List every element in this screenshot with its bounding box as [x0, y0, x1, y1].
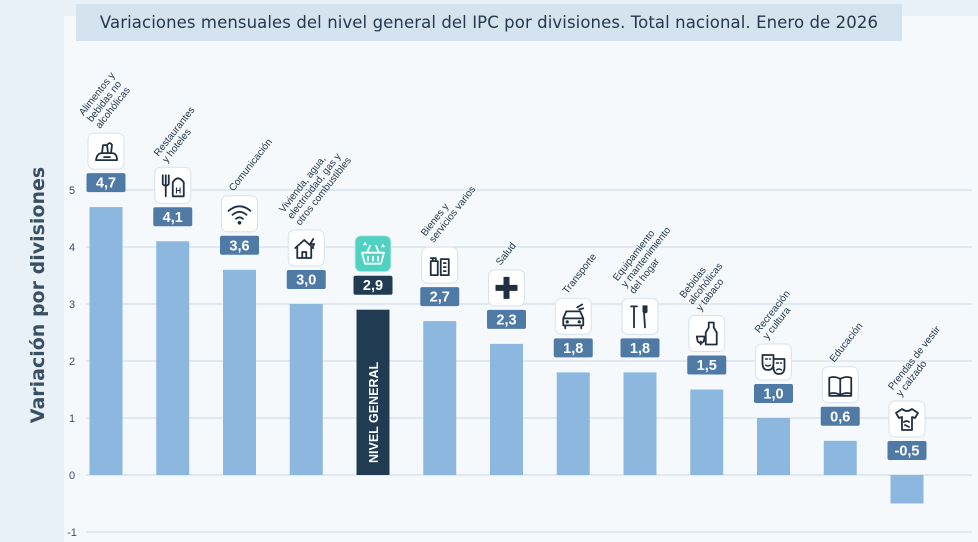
- category-icons: H: [87, 132, 926, 438]
- theater-masks-icon: [755, 343, 792, 381]
- value-label-box: [620, 338, 660, 358]
- category-label-line: Comunicación: [227, 137, 275, 194]
- category-label-line: Transporte: [561, 251, 599, 296]
- bar: [490, 343, 523, 475]
- value-label-box: [553, 338, 593, 358]
- value-label: 3,6: [229, 238, 249, 254]
- bar: [223, 269, 256, 475]
- y-tick-label: 1: [69, 413, 75, 425]
- bar: [156, 241, 190, 475]
- bar: [423, 321, 457, 475]
- category-label: Educación: [828, 321, 865, 365]
- y-axis-ticks: 5 4 3 2 1 0 -1: [67, 185, 77, 539]
- value-labels: 4,7 4,1 3,6 3,0 2,9 NIVEL GENERAL 2,7 2,3 1,8 1,8…: [86, 173, 927, 463]
- category-label: Comunicación: [227, 137, 275, 194]
- value-label-box: [820, 406, 860, 426]
- y-tick-label: 0: [69, 470, 75, 482]
- chart-title-bar: Variaciones mensuales del nivel general …: [76, 4, 902, 41]
- chart-title: Variaciones mensuales del nivel general …: [99, 13, 879, 32]
- value-label-box: [153, 207, 193, 227]
- value-label: 1,5: [697, 358, 717, 374]
- basket-icon: [354, 235, 392, 273]
- value-label-box: [353, 275, 393, 295]
- book-icon: [821, 366, 859, 404]
- value-label: 4,7: [96, 176, 116, 192]
- category-label: Vivienda, agua,electricidad, gas yotros …: [277, 152, 354, 228]
- value-label: 2,3: [496, 312, 516, 328]
- health-cross-icon: [488, 269, 525, 307]
- category-label-line: Salud: [494, 241, 518, 268]
- grocery-icon: [87, 132, 125, 170]
- bar: [356, 309, 390, 475]
- bar: [556, 372, 590, 475]
- y-tick-label: 3: [69, 299, 75, 311]
- y-tick-label: 2: [69, 356, 75, 368]
- y-tick-label: 4: [69, 242, 75, 254]
- value-label: 1,8: [563, 341, 583, 357]
- value-label-box: [687, 355, 727, 375]
- value-label: 1,0: [763, 387, 783, 403]
- house-utilities-icon: [287, 229, 325, 267]
- bars: [89, 207, 924, 504]
- toiletries-icon: [421, 246, 459, 284]
- value-label: 1,8: [630, 341, 650, 357]
- value-label: 0,6: [830, 409, 850, 425]
- bar: [89, 207, 123, 475]
- value-label-box: [754, 384, 793, 403]
- car-icon: [554, 297, 592, 335]
- wifi-icon: [221, 195, 258, 233]
- bar: [289, 304, 323, 475]
- value-label: 2,7: [430, 290, 450, 306]
- category-label-line: Educación: [828, 321, 865, 365]
- bar: [890, 475, 924, 504]
- value-label-box: [220, 235, 259, 255]
- value-label-box: [286, 270, 326, 289]
- bottle-glass-icon: [688, 315, 726, 352]
- bar: [757, 418, 790, 475]
- highlight-bar-label: NIVEL GENERAL: [367, 361, 381, 463]
- value-label: 2,9: [363, 278, 383, 294]
- value-label: 3,0: [296, 273, 316, 289]
- category-label: Salud: [494, 241, 518, 268]
- tools-icon: [621, 297, 659, 335]
- value-label-box: [420, 287, 460, 307]
- value-label: 4,1: [163, 210, 183, 226]
- restaurant-icon: H: [154, 166, 192, 204]
- y-tick-label: 5: [69, 185, 75, 197]
- value-label-box: [86, 173, 126, 193]
- svg-text:H: H: [175, 186, 181, 195]
- value-label: -0,5: [895, 444, 920, 460]
- value-label-box: [487, 309, 526, 329]
- bar: [823, 440, 857, 475]
- tshirt-icon: [888, 400, 926, 438]
- y-tick-label: -1: [67, 527, 77, 539]
- value-label-box: [887, 441, 927, 460]
- bar: [623, 372, 657, 475]
- category-label: Transporte: [561, 251, 599, 296]
- bar: [690, 389, 724, 475]
